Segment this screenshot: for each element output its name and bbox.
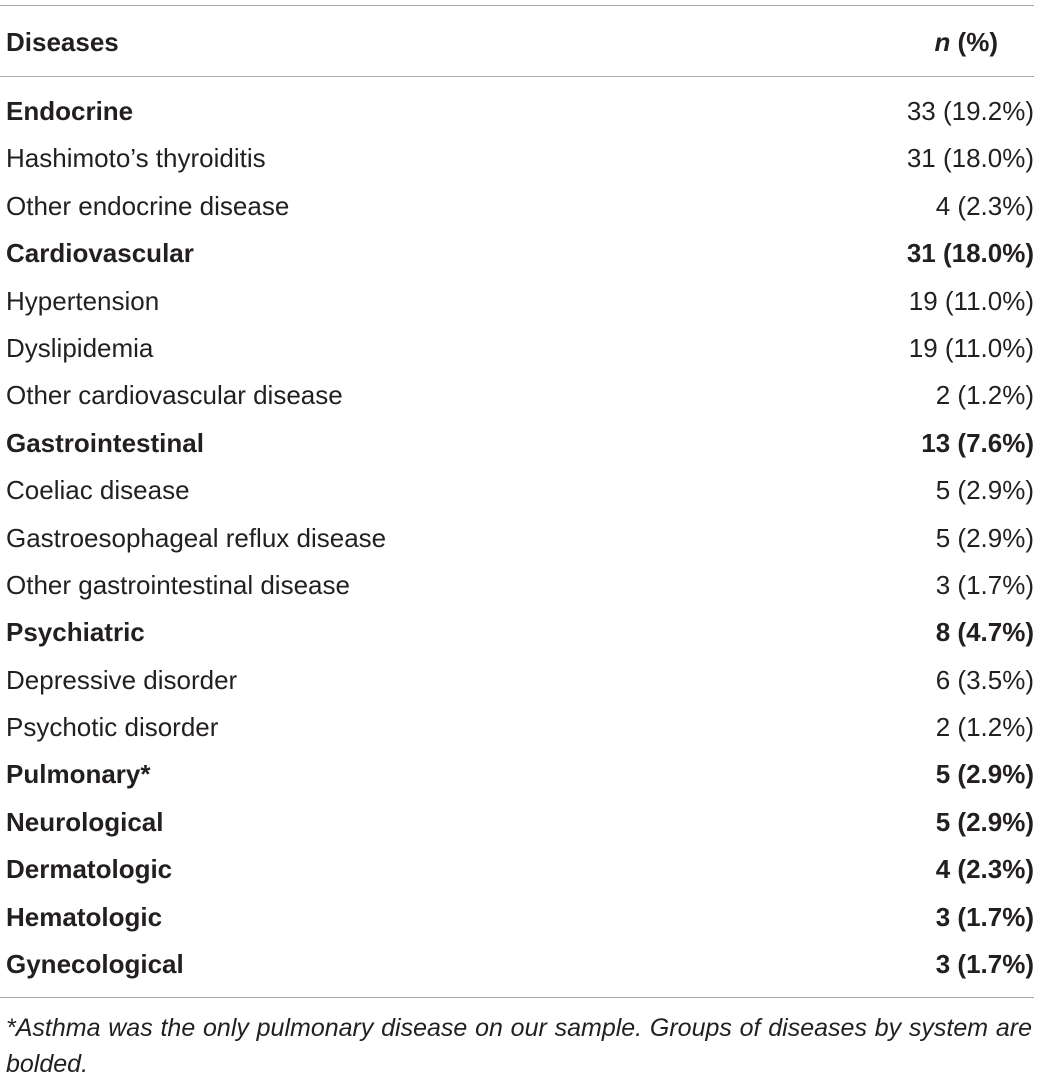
row-count-value: 3 (1.7%) — [935, 569, 1034, 600]
row-disease-label: Psychiatric — [6, 617, 145, 648]
row-count-value: 4 (2.3%) — [935, 854, 1034, 885]
row-count-value: 19 (11.0%) — [908, 285, 1034, 316]
table-footnote: *Asthma was the only pulmonary disease o… — [6, 1014, 1032, 1078]
row-disease-label: Pulmonary* — [6, 759, 151, 790]
row-count-value: 2 (1.2%) — [935, 712, 1034, 743]
row-count-value: 3 (1.7%) — [935, 901, 1034, 932]
table-row: Coeliac disease 5 (2.9%) — [6, 467, 1034, 514]
row-count-value: 6 (3.5%) — [935, 664, 1034, 695]
table-row: Gastroesophageal reflux disease 5 (2.9%) — [6, 515, 1034, 562]
row-count-value: 19 (11.0%) — [908, 332, 1034, 363]
table-row: Dermatologic 4 (2.3%) — [6, 846, 1034, 893]
row-disease-label: Gynecological — [6, 949, 184, 980]
header-diseases: Diseases — [6, 27, 119, 57]
row-disease-label: Psychotic disorder — [6, 712, 219, 743]
table-row: Pulmonary* 5 (2.9%) — [6, 751, 1034, 798]
row-disease-label: Coeliac disease — [6, 475, 190, 506]
row-disease-label: Depressive disorder — [6, 664, 238, 695]
table-header-rule — [0, 76, 1034, 77]
row-disease-label: Dermatologic — [6, 854, 173, 885]
table-row: Hypertension 19 (11.0%) — [6, 278, 1034, 325]
row-disease-label: Other gastrointestinal disease — [6, 569, 350, 600]
header-n: n — [934, 27, 951, 57]
table-row: Depressive disorder 6 (3.5%) — [6, 657, 1034, 704]
row-disease-label: Gastrointestinal — [6, 427, 204, 458]
row-disease-label: Neurological — [6, 806, 164, 837]
table-row: Psychiatric 8 (4.7%) — [6, 609, 1034, 656]
table-row: Psychotic disorder 2 (1.2%) — [6, 704, 1034, 751]
row-count-value: 4 (2.3%) — [935, 190, 1034, 221]
table-row: Other gastrointestinal disease 3 (1.7%) — [6, 562, 1034, 609]
table-row: Hematologic 3 (1.7%) — [6, 894, 1034, 941]
row-count-value: 33 (19.2%) — [906, 96, 1034, 126]
header-percent: (%) — [950, 27, 998, 57]
row-count-value: 5 (2.9%) — [935, 806, 1034, 837]
row-disease-label: Hematologic — [6, 901, 163, 932]
table-row: Gastrointestinal 13 (7.6%) — [6, 420, 1034, 467]
table-row: Endocrine 33 (19.2%) — [6, 88, 1034, 135]
row-disease-label: Gastroesophageal reflux disease — [6, 522, 387, 553]
table-row: Other endocrine disease 4 (2.3%) — [6, 183, 1034, 230]
row-disease-label: Other endocrine disease — [6, 190, 290, 221]
row-disease-label: Cardiovascular — [6, 238, 194, 269]
row-count-value: 31 (18.0%) — [906, 238, 1034, 269]
table-row: Dyslipidemia 19 (11.0%) — [6, 325, 1034, 372]
header-n-percent: n (%) — [934, 22, 998, 62]
row-disease-label: Hashimoto’s thyroiditis — [6, 143, 266, 174]
row-disease-label: Endocrine — [6, 96, 134, 126]
table-body: Endocrine 33 (19.2%) Hashimoto’s thyroidit… — [6, 88, 1034, 988]
row-count-value: 13 (7.6%) — [921, 427, 1034, 458]
row-count-value: 5 (2.9%) — [935, 759, 1034, 790]
table-row: Neurological 5 (2.9%) — [6, 799, 1034, 846]
row-disease-label: Other cardiovascular disease — [6, 380, 343, 411]
row-count-value: 5 (2.9%) — [935, 522, 1034, 553]
row-disease-label: Dyslipidemia — [6, 332, 154, 363]
row-count-value: 8 (4.7%) — [935, 617, 1034, 648]
table-row: Gynecological 3 (1.7%) — [6, 941, 1034, 988]
table-header-row: Diseases n (%) — [6, 22, 1034, 62]
table-bottom-rule — [0, 997, 1034, 998]
row-count-value: 3 (1.7%) — [935, 949, 1034, 980]
row-count-value: 31 (18.0%) — [906, 143, 1034, 174]
table-row: Hashimoto’s thyroiditis 31 (18.0%) — [6, 135, 1034, 182]
row-disease-label: Hypertension — [6, 285, 160, 316]
table-top-rule — [0, 5, 1034, 6]
row-count-value: 5 (2.9%) — [935, 475, 1034, 506]
table-row: Cardiovascular 31 (18.0%) — [6, 230, 1034, 277]
row-count-value: 2 (1.2%) — [935, 380, 1034, 411]
table-row: Other cardiovascular disease 2 (1.2%) — [6, 372, 1034, 419]
